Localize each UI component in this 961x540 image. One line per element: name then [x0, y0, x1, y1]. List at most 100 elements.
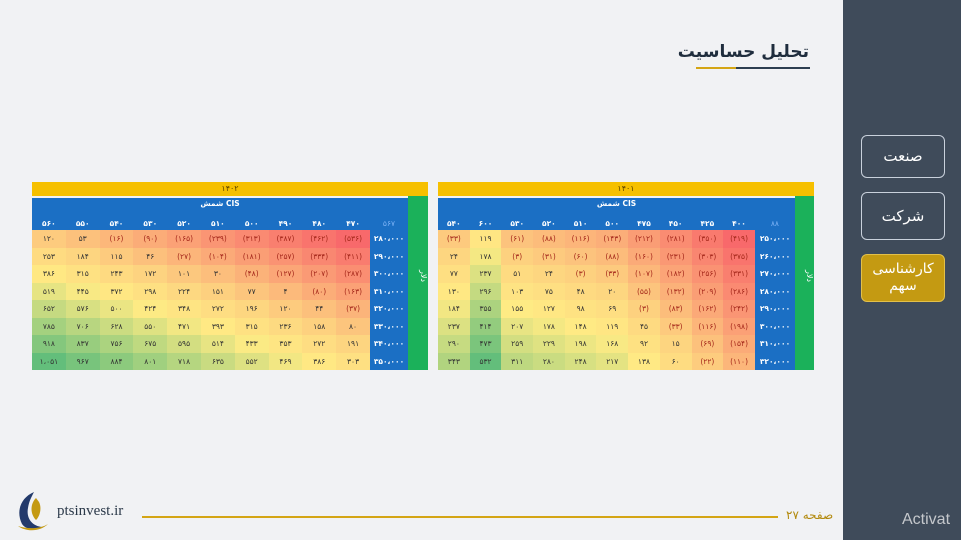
table-cell: ۱۵ — [659, 335, 692, 353]
table-cell: (۱۰۴) — [200, 247, 235, 265]
table-cell: (۳۰۳) — [691, 247, 724, 265]
column-header-value: ۵۱۰ — [211, 219, 225, 228]
table-cell: ۴۸ — [564, 282, 597, 300]
table-cell: ۵۵۰ — [133, 317, 168, 335]
page-title: تحلیل حساسیت — [677, 42, 809, 62]
table-cell: (۱۲۷) — [268, 265, 303, 283]
table-cell: ۱۱۵ — [99, 247, 134, 265]
table-cell: ۱۵۸ — [302, 317, 337, 335]
table-cell: ۵۳۲ — [469, 352, 502, 370]
table-cell: ۲۸۰ — [533, 352, 565, 370]
year-header: ۱۴۰۲ — [32, 182, 428, 196]
table-cell: ۴۵ — [628, 317, 660, 335]
row-label: ۳۱۰،۰۰۰ — [373, 286, 405, 296]
table-cell: ۵۵۲ — [234, 352, 269, 370]
column-header-value: ۵۳۰ — [510, 219, 525, 228]
table-cell: ۴۲۴ — [133, 300, 168, 318]
table-cell: (۱۱۰) — [723, 352, 755, 370]
table-cell: ۲۰ — [596, 282, 629, 300]
table-cell: ۵۷۶ — [65, 300, 100, 318]
column-header-value: ۴۹۰ — [278, 219, 293, 228]
table-cell: ۶۲۸ — [99, 317, 134, 335]
table-cell: (۳۳) — [596, 265, 629, 283]
table-cell: ۵۱ — [501, 265, 534, 283]
row-axis-strip: دلار — [408, 196, 428, 370]
table-cell: ۸۰ — [336, 317, 370, 335]
table-cell: ۴۷۳ — [469, 335, 502, 353]
table-cell: ۱۰۱ — [167, 265, 201, 283]
table-cell: (۶۱) — [501, 230, 534, 248]
sidebar-item-label: کارشناسی سهم — [872, 260, 934, 295]
table-cell: ۱۷۲ — [133, 265, 168, 283]
sidebar-item-stock-valuation[interactable]: کارشناسی سهم — [861, 254, 945, 302]
column-header-value: ۴۷۰ — [346, 219, 360, 228]
table-cell: (۲۵۶) — [691, 265, 724, 283]
sidebar: صنعت شرکت کارشناسی سهم — [843, 0, 961, 540]
table-cell: ۷۵ — [533, 282, 565, 300]
row-label: ۳۴۰،۰۰۰ — [373, 339, 405, 348]
table-cell: (۸۰) — [302, 282, 337, 300]
table-cell: (۱۶۵) — [167, 230, 201, 248]
table-cell: ۴۴۵ — [65, 282, 100, 300]
column-axis-title: شمش CIS — [200, 199, 240, 208]
table-cell: ۷۰۶ — [65, 317, 100, 335]
row-label: ۳۲۰،۰۰۰ — [373, 304, 405, 313]
table-cell: ۲۵۹ — [501, 335, 534, 353]
table-cell: (۸۸) — [596, 247, 629, 265]
row-axis-label: دلار — [805, 270, 814, 282]
table-cell: ۸۸۴ — [99, 352, 134, 370]
table-cell: ۱۷۸ — [533, 317, 565, 335]
table-cell: ۱۱۹ — [469, 230, 502, 248]
column-header-value: ۵۵۰ — [75, 219, 90, 228]
table-cell: ۳۸۶ — [302, 352, 337, 370]
sidebar-item-company[interactable]: شرکت — [861, 192, 945, 240]
table-cell: ۳۷۲ — [99, 282, 134, 300]
table-cell: (۱۶۲) — [691, 300, 724, 318]
table-cell: (۴۱۹) — [723, 230, 755, 248]
table-cell: ۳۰۳ — [336, 352, 370, 370]
row-axis-strip: دلار — [795, 196, 814, 370]
column-header-value: ۵۰۰ — [605, 219, 620, 228]
site-url[interactable]: ptsinvest.ir — [57, 503, 124, 519]
table-cell: ۳۰ — [200, 265, 235, 283]
row-label: ۳۰۰،۰۰۰ — [373, 269, 405, 278]
table-cell: (۳۳) — [438, 230, 470, 248]
table-cell: ۳۱۵ — [65, 265, 100, 283]
page-number: صفحه ۲۷ — [786, 508, 834, 522]
sidebar-item-industry[interactable]: صنعت — [861, 135, 945, 178]
table-cell: (۱۸۲) — [659, 265, 692, 283]
table-cell: ۱۸۴ — [438, 300, 470, 318]
row-label: ۲۹۰،۰۰۰ — [373, 251, 405, 261]
row-labels: ۲۸۰،۰۰۰ ۲۹۰،۰۰۰ ۳۰۰،۰۰۰ ۳۱۰،۰۰۰ ۳۲۰،۰۰۰ ۳۳۰،۰… — [370, 230, 408, 370]
sensitivity-table-1402: ۱۴۰۲ دلار شمش CIS ۵۶۰ ۵۵۰ ۵۴۰ ۵۳۰ ۵۲۰ ۵۱۰ ۵۰۰ ۴۹۰ ۴… — [32, 182, 428, 370]
column-header: شمش CIS ۵۶۰ ۵۵۰ ۵۴۰ ۵۳۰ ۵۲۰ ۵۱۰ ۵۰۰ ۴۹۰ ۴۸۰ ۴۷۰ ۵۶۷ — [32, 198, 408, 230]
table-cell: ۵۹۵ — [167, 335, 201, 353]
row-label: ۲۸۰،۰۰۰ — [373, 234, 405, 243]
table-cell: ۳۱۵ — [234, 317, 269, 335]
table-cell: ۳۹۳ — [200, 317, 235, 335]
corner-value: ۸۸ — [770, 219, 779, 228]
column-header-value: ۵۳۰ — [143, 219, 158, 228]
column-header-value: ۶۰۰ — [478, 219, 493, 228]
ptsinvest-logo-icon — [18, 492, 48, 531]
table-cell: ۲۴۸ — [564, 352, 597, 370]
table-cell: (۶۹) — [691, 335, 724, 353]
table-cell: ۴۶ — [133, 247, 168, 265]
table-cell: (۱۰۷) — [628, 265, 660, 283]
table-cell: (۲۱۲) — [628, 230, 660, 248]
table-cell: (۲۰۷) — [302, 265, 337, 283]
table-cell: (۹۰) — [133, 230, 168, 248]
table-cell: ۲۹۸ — [133, 282, 168, 300]
sensitivity-table-1401: ۱۴۰۱ دلار شمش CIS ۵۴۰ ۶۰۰ ۵۳۰ ۵۲۰ ۵۱۰ ۵۰۰ ۴۷۵ ۴۵۰ ۴… — [438, 182, 814, 370]
sensitivity-grid: ۱۲۰ ۵۳ (۱۶) (۹۰) (۱۶۵) (۲۳۹) (۳۱۳) (۳۸۷) (۴۶۲) (۵… — [32, 230, 370, 370]
table-cell: ۱۵۵ — [501, 300, 534, 318]
table-cell: ۱۹۸ — [564, 335, 597, 353]
table-cell: ۲۴۳ — [99, 265, 134, 283]
table-cell: ۵۱۴ — [200, 335, 235, 353]
table-cell: (۳۳۴) — [302, 247, 337, 265]
table-cell: ۱۲۰ — [268, 300, 303, 318]
year-header: ۱۴۰۱ — [438, 182, 814, 196]
row-label: ۳۰۰،۰۰۰ — [759, 321, 791, 331]
column-axis-title: شمش CIS — [596, 199, 637, 208]
table-cell: ۶۰ — [659, 352, 692, 370]
